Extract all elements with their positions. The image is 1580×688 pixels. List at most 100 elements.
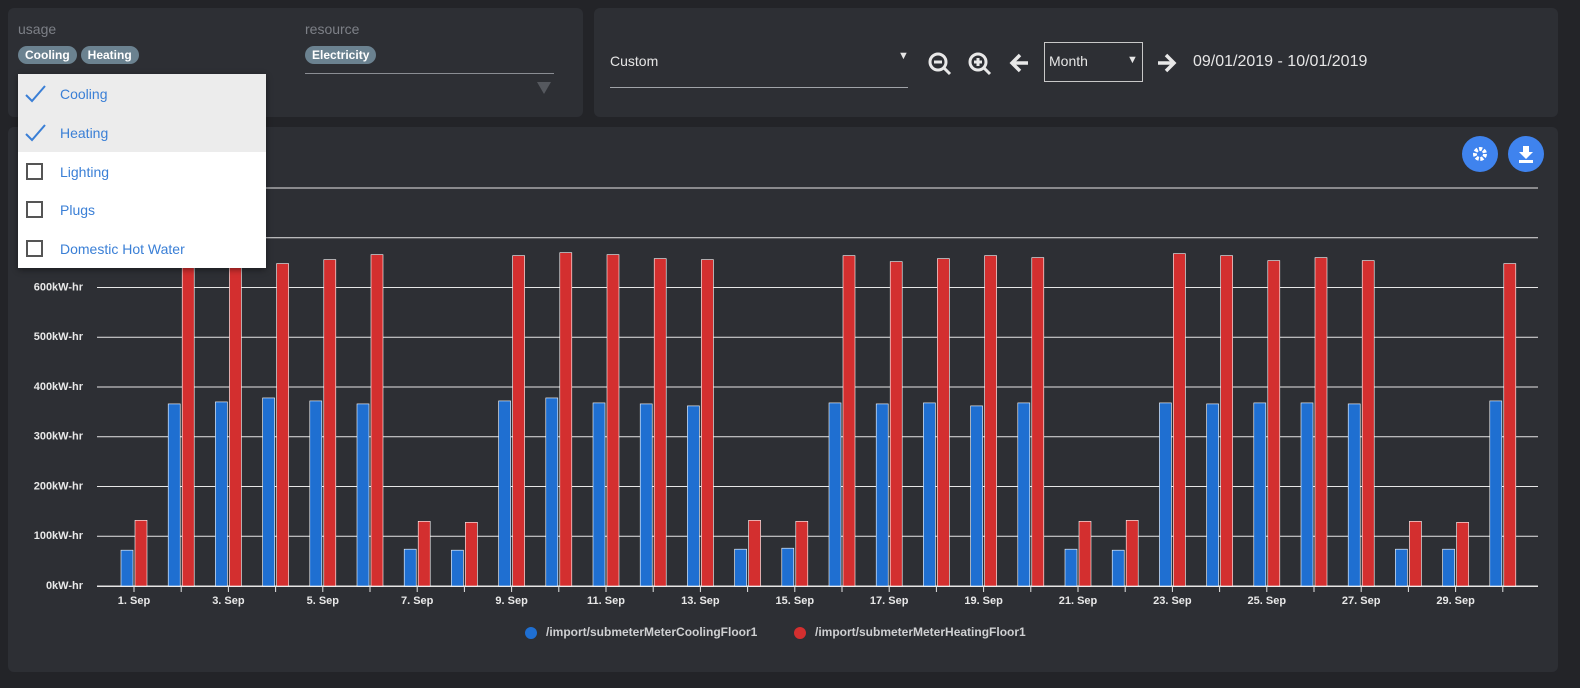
previous[interactable] [1009,53,1028,73]
check-path [25,85,46,103]
bar [1206,403,1219,587]
bar [559,252,573,587]
bar [1267,260,1281,587]
legend-label: /import/submeterMeterHeatingFloor1 [815,625,1026,639]
x-tick-label: 1. Sep [118,595,151,607]
y-tick-label: 0kW-hr [46,580,84,592]
period-select[interactable] [1044,42,1143,82]
bar [1395,548,1408,587]
bar [875,403,889,587]
bar [545,397,559,587]
checkbox-box [26,201,43,219]
x-tick-label: 23. Sep [1153,595,1192,607]
x-tick-label: 25. Sep [1248,595,1287,607]
bar [1489,400,1503,587]
menu-item[interactable]: Heating [18,112,266,152]
next[interactable] [1156,50,1180,76]
bar [215,401,228,587]
bar [639,403,653,587]
resource-arrow[interactable] [537,82,551,94]
legend-marker [525,627,537,639]
menu-item[interactable]: Cooling [18,74,266,113]
bar [120,549,134,587]
settings-button[interactable] [1462,136,1498,172]
bar [1300,402,1314,587]
usage-chips: Cooling Heating [18,46,143,64]
range-arrow[interactable]: ▼ [898,50,909,62]
bar [1503,263,1517,587]
checkbox [26,162,43,180]
range-select[interactable]: Custom [610,53,659,69]
checkbox-box [26,240,43,258]
checkbox [26,240,43,258]
x-tick-label: 7. Sep [401,595,434,607]
zoom-in[interactable] [968,52,992,76]
period-value: Month [1049,53,1088,69]
bar [134,520,148,587]
bar [592,402,606,587]
bar [1111,549,1125,587]
bar [842,255,856,587]
download-button[interactable] [1508,136,1544,172]
x-tick-label: 29. Sep [1436,595,1475,607]
range-underline [610,87,908,88]
nav-icons [928,52,1028,76]
resource-label: resource [305,21,360,37]
bar [451,549,464,587]
menu-item[interactable]: Lighting [18,152,266,191]
bar [1159,402,1172,587]
resource-chips: Electricity [305,46,380,64]
chip[interactable]: Heating [80,46,139,64]
menu-item[interactable]: Plugs [18,190,266,229]
x-tick-label: 21. Sep [1059,595,1098,607]
bar [1442,548,1455,587]
x-tick-label: 11. Sep [587,595,625,607]
check-mark [25,85,46,103]
y-tick-label: 400kW-hr [34,381,84,393]
bar [229,257,242,587]
toolbar-panel [594,8,1558,117]
bar [781,547,795,587]
bar [417,521,431,587]
x-tick-label: 3. Sep [212,595,245,607]
bar [309,400,323,587]
chip[interactable]: Electricity [305,46,377,64]
menu-label: Domestic Hot Water [60,241,185,258]
resource-underline [305,73,554,74]
x-tick-label: 9. Sep [495,595,528,607]
checkbox-box [26,162,43,180]
menu-item[interactable]: Domestic Hot Water [18,229,266,268]
bar [1314,257,1328,587]
bar [1361,260,1375,587]
menu-label: Plugs [60,202,96,219]
bar [828,402,842,587]
x-tick-label: 19. Sep [964,595,1003,607]
x-tick-label: 17. Sep [870,595,909,607]
bar [512,255,525,587]
bar [1125,520,1139,587]
bar [937,258,950,587]
bar [795,521,809,587]
menu-label: Heating [60,124,109,141]
bar [262,397,275,587]
x-tick-label: 13. Sep [681,595,720,607]
bar [1253,402,1267,587]
bar [181,257,195,587]
bar [1078,521,1092,587]
bar [1064,548,1078,587]
check-path [25,124,46,142]
checkbox [26,201,43,219]
bar [1347,403,1361,587]
bar [465,522,478,587]
bar [606,254,620,587]
bar [970,405,983,587]
bar [276,263,289,587]
bar [1220,255,1233,587]
chip[interactable]: Cooling [18,46,77,64]
date-range: 09/01/2019 - 10/01/2019 [1193,53,1368,70]
bar [356,403,370,587]
y-tick-label: 100kW-hr [34,530,84,542]
zoom-out[interactable] [928,52,952,76]
